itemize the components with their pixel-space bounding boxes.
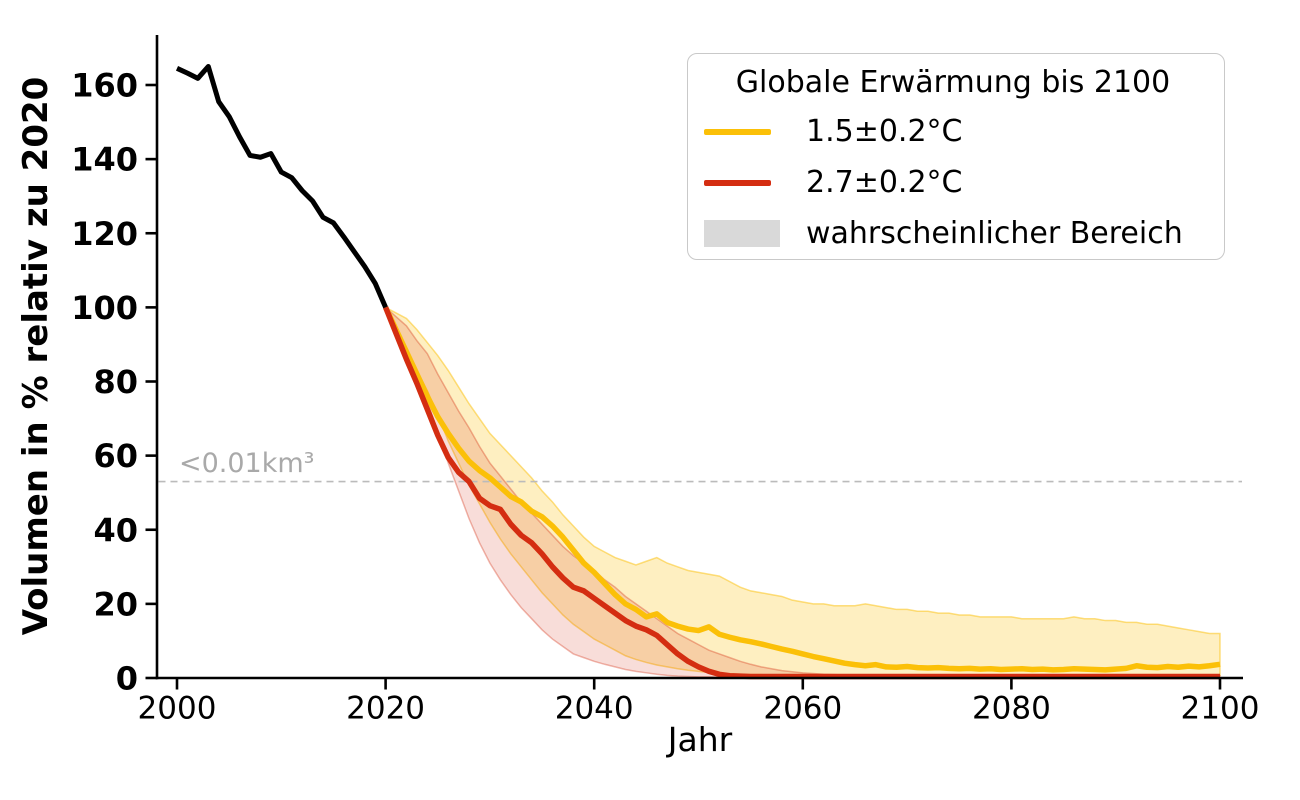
legend-item-2.7C: 2.7±0.2°C bbox=[698, 157, 1208, 208]
y-tick-label-100: 100 bbox=[71, 289, 138, 327]
y-ticks: 0 20 40 60 80 100 120 140 160 bbox=[71, 67, 157, 698]
legend: Globale Erwärmung bis 2100 1.5±0.2°C 2.7… bbox=[687, 53, 1225, 260]
y-tick-label-0: 0 bbox=[116, 660, 138, 698]
legend-title: Globale Erwärmung bis 2100 bbox=[735, 65, 1171, 100]
legend-swatch-wrap bbox=[704, 179, 784, 186]
x-tick-label-2020: 2020 bbox=[346, 691, 425, 727]
legend-label: 1.5±0.2°C bbox=[806, 114, 963, 149]
legend-swatch-wrap bbox=[704, 128, 784, 135]
line-history bbox=[175, 63, 388, 309]
series-lines bbox=[175, 63, 1221, 680]
y-tick-label-140: 140 bbox=[71, 141, 138, 179]
x-tick-label-2040: 2040 bbox=[555, 691, 634, 727]
red-line-swatch-icon bbox=[704, 179, 771, 186]
uncertainty-bands bbox=[383, 305, 1221, 679]
legend-label: wahrscheinlicher Bereich bbox=[806, 216, 1183, 251]
legend-item-1.5C: 1.5±0.2°C bbox=[698, 106, 1208, 157]
gray-patch-swatch-icon bbox=[704, 220, 780, 247]
y-axis-label: Volumen in % relativ zu 2020 bbox=[16, 76, 56, 636]
y-tick-label-60: 60 bbox=[93, 437, 138, 475]
x-tick-label-2000: 2000 bbox=[138, 691, 217, 727]
yellow-line-swatch-icon bbox=[704, 128, 771, 135]
threshold-label: <0.01km³ bbox=[179, 448, 315, 479]
line-scenario_2_7 bbox=[383, 306, 1220, 680]
x-tick-label-2060: 2060 bbox=[763, 691, 842, 727]
y-tick-label-40: 40 bbox=[93, 511, 138, 549]
x-tick-label-2080: 2080 bbox=[972, 691, 1051, 727]
band-scenario_1_5 bbox=[383, 305, 1221, 677]
y-tick-label-160: 160 bbox=[71, 67, 138, 105]
x-axis-label: Jahr bbox=[667, 720, 733, 759]
x-tick-label-2100: 2100 bbox=[1181, 691, 1260, 727]
y-tick-label-20: 20 bbox=[93, 585, 138, 623]
axes bbox=[155, 35, 1243, 680]
y-tick-label-80: 80 bbox=[93, 363, 138, 401]
legend-swatch-wrap bbox=[704, 220, 784, 247]
legend-label: 2.7±0.2°C bbox=[806, 165, 963, 200]
y-tick-label-120: 120 bbox=[71, 215, 138, 253]
legend-item-likely-range: wahrscheinlicher Bereich bbox=[698, 208, 1208, 259]
line-scenario_1_5 bbox=[383, 306, 1221, 673]
x-ticks: 2000 2020 2040 2060 2080 2100 bbox=[138, 678, 1260, 727]
